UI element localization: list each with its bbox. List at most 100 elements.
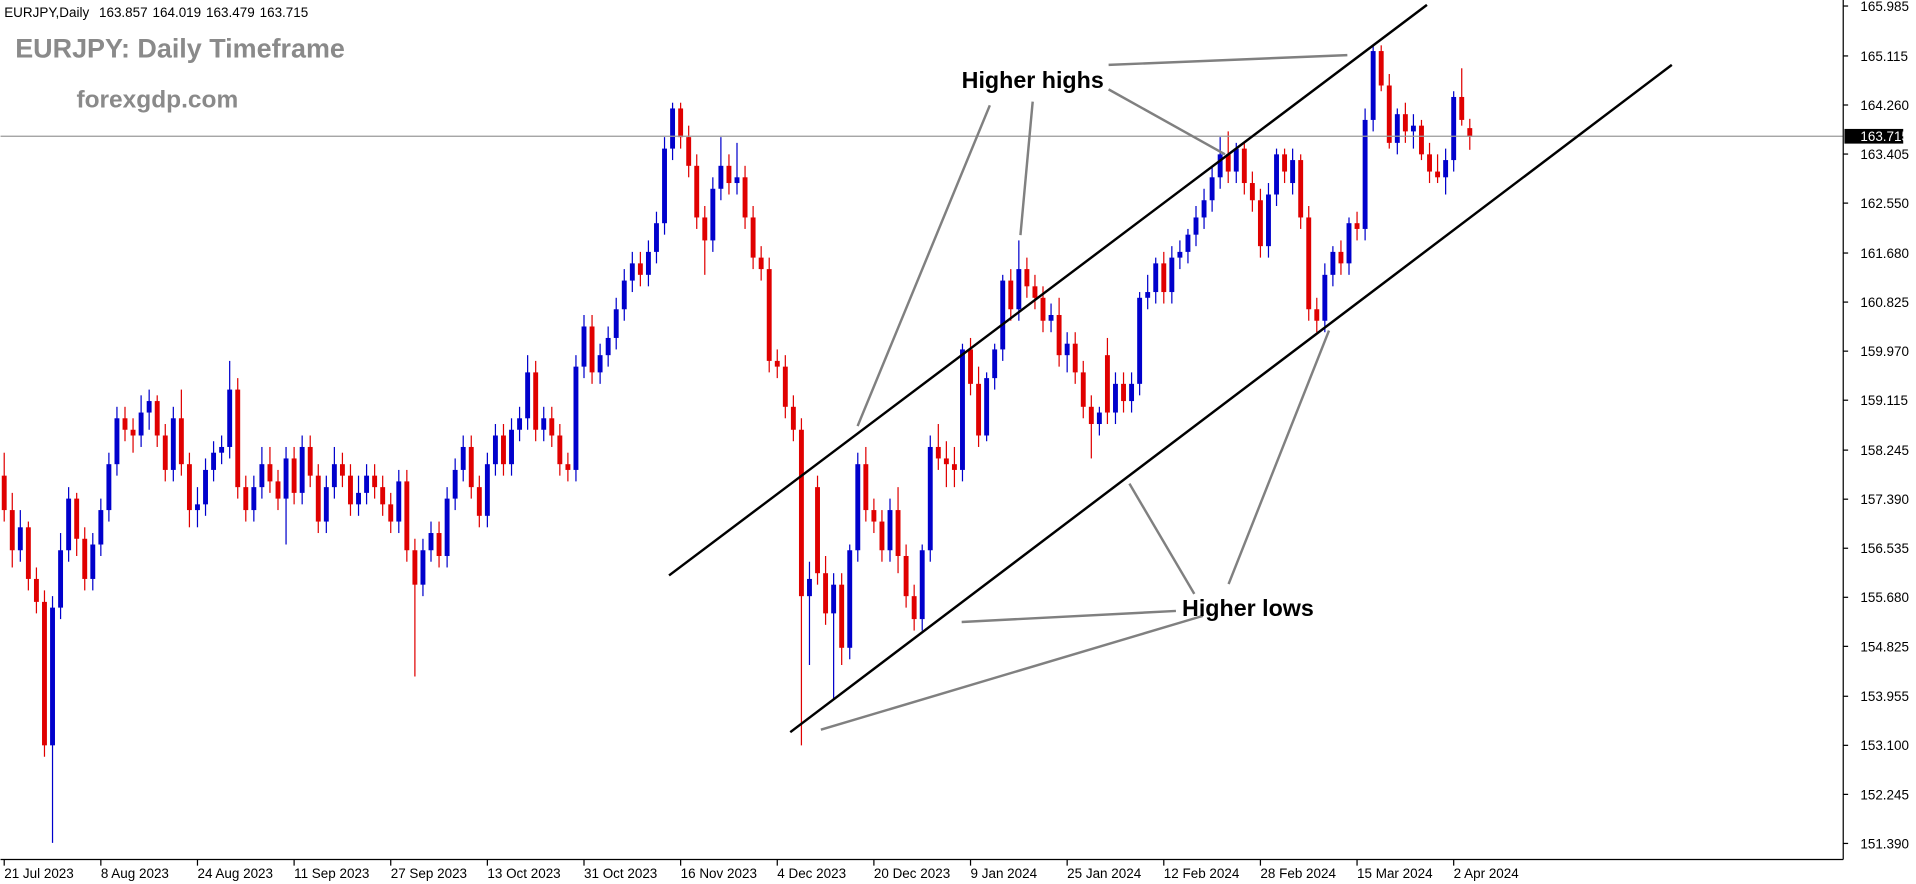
candle-body bbox=[629, 263, 635, 281]
candle-body bbox=[186, 464, 192, 511]
candle-body bbox=[903, 555, 909, 597]
candle-body bbox=[1427, 154, 1432, 172]
y-tick-label: 157.390 bbox=[1860, 492, 1909, 507]
candle-body bbox=[1241, 148, 1247, 184]
candle-body bbox=[911, 596, 917, 620]
candle-body bbox=[1394, 114, 1400, 143]
candle-body bbox=[1177, 251, 1183, 258]
y-tick-label: 151.390 bbox=[1860, 836, 1909, 851]
candle-body bbox=[589, 326, 595, 373]
channel-lower bbox=[789, 63, 1673, 734]
candle-body bbox=[742, 177, 748, 218]
candle-body bbox=[621, 280, 627, 310]
candle-body bbox=[1338, 251, 1344, 264]
pointer bbox=[1019, 101, 1034, 236]
candle-body bbox=[315, 475, 321, 522]
candle-body bbox=[1088, 406, 1094, 425]
x-tick-label: 20 Dec 2023 bbox=[874, 866, 950, 881]
candle-body bbox=[863, 464, 869, 511]
y-tick-label: 153.100 bbox=[1860, 738, 1909, 753]
candle-body bbox=[1113, 383, 1118, 413]
candle-body bbox=[1201, 200, 1207, 218]
candle-body bbox=[710, 188, 716, 241]
y-tick-label: 158.245 bbox=[1860, 443, 1909, 458]
x-tick-label: 25 Jan 2024 bbox=[1067, 866, 1142, 881]
candle-body bbox=[1249, 183, 1255, 201]
y-tick-label: 164.260 bbox=[1860, 98, 1909, 113]
pointer bbox=[1108, 88, 1226, 156]
y-tick-label: 163.405 bbox=[1860, 147, 1909, 162]
pointer bbox=[820, 614, 1204, 731]
candle-body bbox=[847, 550, 853, 648]
candle-body bbox=[1016, 269, 1022, 310]
candle-body bbox=[251, 487, 257, 511]
candle-body bbox=[887, 510, 893, 551]
candle-body bbox=[774, 360, 780, 367]
candle-body bbox=[782, 366, 788, 407]
candle-body bbox=[968, 349, 973, 384]
candle-body bbox=[1161, 263, 1167, 293]
candle-body bbox=[1298, 160, 1304, 218]
candle-body bbox=[1257, 200, 1263, 247]
candle-body bbox=[146, 401, 152, 413]
candle-body bbox=[541, 418, 547, 430]
low-value: 163.479 bbox=[206, 5, 255, 20]
candle-body bbox=[1419, 125, 1424, 155]
candle-body bbox=[203, 469, 208, 505]
candle-body bbox=[267, 464, 273, 482]
candle-body bbox=[1217, 154, 1223, 178]
candle-body bbox=[1, 475, 7, 511]
candle-body bbox=[299, 446, 305, 493]
plot-area bbox=[0, 45, 1844, 843]
candle-body bbox=[364, 475, 370, 493]
candle-body bbox=[1129, 383, 1135, 402]
candle-body bbox=[396, 481, 402, 522]
y-tick-label: 165.985 bbox=[1860, 0, 1909, 14]
candle-body bbox=[1322, 274, 1328, 321]
candle-body bbox=[951, 464, 957, 470]
candle-body bbox=[1266, 194, 1271, 247]
candle-body bbox=[549, 418, 555, 436]
candle-body bbox=[291, 458, 297, 493]
y-tick-label: 160.825 bbox=[1860, 295, 1909, 310]
candle-body bbox=[855, 464, 861, 551]
candle-body bbox=[130, 429, 136, 436]
candle-body bbox=[895, 510, 901, 556]
annotation-pointers bbox=[820, 53, 1348, 731]
candle-body bbox=[1378, 51, 1384, 86]
x-tick-label: 28 Feb 2024 bbox=[1260, 866, 1336, 881]
x-tick-label: 31 Oct 2023 bbox=[584, 866, 657, 881]
candle-body bbox=[525, 372, 531, 419]
close-value: 163.715 bbox=[260, 5, 309, 20]
candle-body bbox=[436, 533, 442, 556]
high-value: 164.019 bbox=[153, 5, 202, 20]
candle-body bbox=[919, 550, 925, 620]
x-tick-label: 12 Feb 2024 bbox=[1164, 866, 1240, 881]
candle-body bbox=[533, 372, 539, 430]
candle-body bbox=[831, 584, 837, 614]
candle-body bbox=[339, 464, 345, 476]
candle-body bbox=[82, 538, 88, 579]
candle-body bbox=[1306, 217, 1312, 310]
candle-body bbox=[637, 263, 643, 275]
x-tick-label: 16 Nov 2023 bbox=[681, 866, 757, 881]
symbol: EURJPY,Daily bbox=[4, 5, 89, 20]
open-value: 163.857 bbox=[99, 5, 148, 20]
pointer bbox=[856, 104, 991, 427]
candle-body bbox=[1459, 96, 1465, 120]
candle-body bbox=[645, 251, 651, 275]
candle-body bbox=[565, 464, 571, 470]
candle-body bbox=[1137, 297, 1143, 384]
candle-body bbox=[331, 464, 337, 488]
candle-body bbox=[1064, 343, 1070, 356]
candle-body bbox=[388, 504, 394, 522]
candle-body bbox=[992, 349, 998, 379]
candle-body bbox=[984, 378, 990, 436]
candle-body bbox=[428, 533, 434, 551]
candle-body bbox=[509, 429, 514, 465]
candle-body bbox=[1024, 269, 1030, 287]
candle-body bbox=[66, 498, 72, 551]
current-price-label: 163.715 bbox=[1860, 129, 1909, 144]
candle-body bbox=[1233, 148, 1239, 172]
